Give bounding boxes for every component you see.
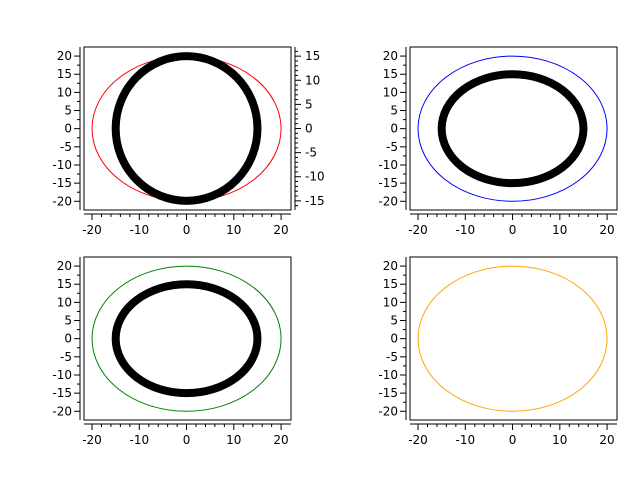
x-tick-label: 10 (552, 223, 567, 237)
y-tick-label: 20 (57, 49, 72, 63)
y2-tick-label: 10 (305, 73, 320, 87)
y-tick-label: 5 (64, 104, 72, 118)
y-tick-label: 5 (390, 314, 398, 328)
y2-tick-label: -5 (305, 146, 317, 160)
y2-tick-label: -10 (305, 170, 325, 184)
y2-tick-label: 0 (305, 122, 313, 136)
y-tick-label: -10 (52, 368, 72, 382)
axes-box (83, 256, 292, 421)
y-tick-label: 20 (383, 259, 398, 273)
x-tick-label: -10 (455, 433, 475, 447)
x-tick-label: -10 (129, 223, 149, 237)
y-tick-label: 10 (57, 295, 72, 309)
axes-box (409, 256, 618, 421)
subplot-1: -20 -10 0 10 20 -20 -15 -10 -5 0 5 10 15 20 -15 -10 -5 0 5… (52, 46, 325, 237)
series-circle-1 (417, 265, 608, 412)
x-tick-label: 0 (183, 433, 191, 447)
series-circle-2 (111, 280, 262, 398)
y-tick-label: -20 (378, 194, 398, 208)
y-tick-label: 20 (57, 259, 72, 273)
y-tick-label: 5 (64, 314, 72, 328)
y-tick-label: 15 (383, 277, 398, 291)
y-tick-label: -10 (52, 158, 72, 172)
y-tick-label: -5 (386, 350, 398, 364)
y2-tick-label: 15 (305, 49, 320, 63)
x-tick-label: 10 (552, 433, 567, 447)
y-tick-label: -15 (378, 176, 398, 190)
series-circle-2 (111, 52, 262, 205)
x-tick-label: 0 (509, 433, 517, 447)
x-tick-label: 20 (599, 223, 614, 237)
y-tick-label: -15 (52, 176, 72, 190)
y-tick-label: -20 (52, 404, 72, 418)
x-tick-label: 10 (226, 433, 241, 447)
x-tick-label: 10 (226, 223, 241, 237)
y-tick-label: 10 (57, 85, 72, 99)
x-tick-label: -20 (408, 223, 428, 237)
series-circle-2 (437, 70, 588, 188)
y-tick-label: 0 (64, 332, 72, 346)
axes-box (83, 46, 292, 211)
y-tick-label: -5 (386, 140, 398, 154)
x-tick-label: -20 (82, 223, 102, 237)
x-tick-label: 0 (183, 223, 191, 237)
y-tick-label: 10 (383, 85, 398, 99)
series-circle-1 (417, 55, 608, 202)
y-tick-label: 0 (64, 122, 72, 136)
series-circle-1 (91, 265, 282, 412)
y-tick-label: -10 (378, 158, 398, 172)
y-tick-label: -20 (378, 404, 398, 418)
x-tick-label: -10 (455, 223, 475, 237)
y-tick-label: 0 (390, 332, 398, 346)
x-tick-label: 0 (509, 223, 517, 237)
x-tick-label: -20 (408, 433, 428, 447)
y-tick-label: 15 (57, 67, 72, 81)
x-tick-label: -20 (82, 433, 102, 447)
y-tick-label: -15 (378, 386, 398, 400)
x-tick-label: 20 (599, 433, 614, 447)
y-tick-label: 0 (390, 122, 398, 136)
x-tick-label: 20 (273, 433, 288, 447)
series-circle-1 (91, 55, 282, 202)
y-tick-label: -5 (60, 140, 72, 154)
y-tick-label: -10 (378, 368, 398, 382)
y-tick-label: 20 (383, 49, 398, 63)
y-tick-label: 15 (383, 67, 398, 81)
y-tick-label: -5 (60, 350, 72, 364)
x-tick-label: -10 (129, 433, 149, 447)
y2-tick-label: -15 (305, 194, 325, 208)
subplot-3: -20 -10 0 10 20 -20 -15 -10 -5 0 5 10 15 20 (52, 256, 292, 447)
y-tick-label: 5 (390, 104, 398, 118)
y2-tick-label: 5 (305, 97, 313, 111)
subplot-4: -20 -10 0 10 20 -20 -15 -10 -5 0 5 10 15 20 (378, 256, 618, 447)
y-tick-label: 10 (383, 295, 398, 309)
y-tick-label: -15 (52, 386, 72, 400)
axes-box (409, 46, 618, 211)
x-tick-label: 20 (273, 223, 288, 237)
subplot-2: -20 -10 0 10 20 -20 -15 -10 -5 0 5 10 15 20 (378, 46, 618, 237)
y-tick-label: -20 (52, 194, 72, 208)
y-tick-label: 15 (57, 277, 72, 291)
